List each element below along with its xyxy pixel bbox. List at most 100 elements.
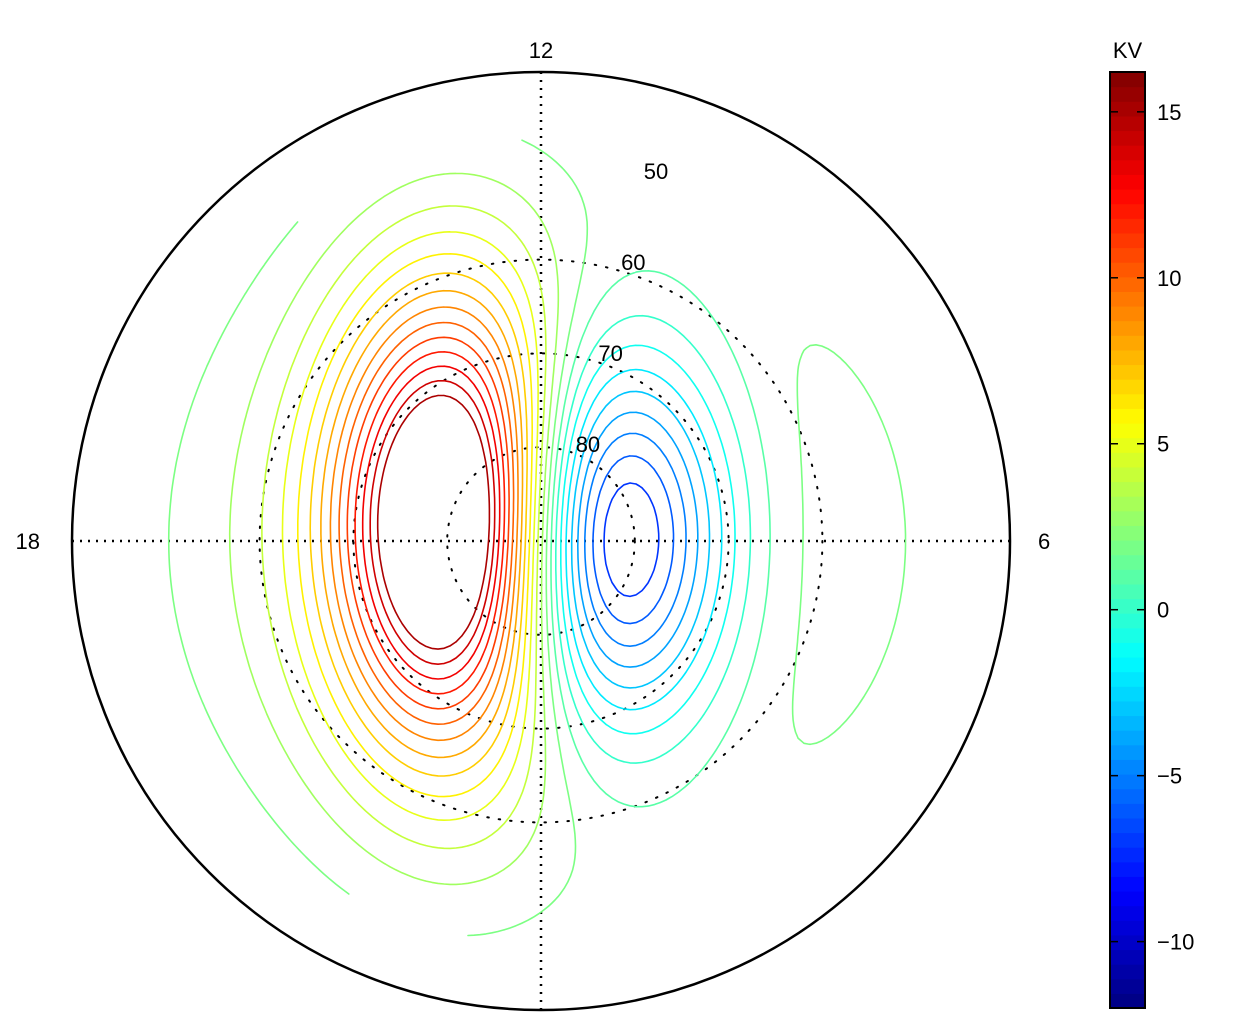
colorbar-band [1110, 671, 1145, 687]
colorbar-band [1110, 218, 1145, 234]
colorbar-band [1110, 72, 1145, 88]
lat-label-80: 80 [576, 432, 600, 457]
colorbar-band [1110, 364, 1145, 380]
colorbar-title: KV [1113, 38, 1143, 63]
colorbar-band [1110, 306, 1145, 322]
colorbar-frame [1109, 71, 1146, 1009]
mlt-label-18: 18 [16, 529, 40, 554]
colorbar-band [1110, 876, 1145, 892]
contour-level-15 [376, 394, 491, 650]
contour-level-2 [167, 139, 907, 937]
colorbar-band [1110, 978, 1145, 994]
colorbar-band [1110, 262, 1145, 278]
colorbar-band [1110, 247, 1145, 263]
colorbar-band [1110, 569, 1145, 585]
polar-frame [70, 70, 1012, 1012]
contour-level--6 [592, 455, 675, 625]
colorbar-band [1110, 437, 1145, 453]
colorbar-band [1110, 145, 1145, 161]
colorbar-band [1110, 115, 1145, 132]
contour-level--4 [577, 411, 699, 668]
colorbar-band [1110, 423, 1145, 439]
contour-level-1 [550, 270, 771, 808]
mlt-label-6: 6 [1038, 529, 1050, 554]
polar-grid [72, 72, 1010, 1010]
colorbar-band [1110, 920, 1145, 936]
contour-level-8 [320, 289, 524, 759]
colorbar-band [1110, 686, 1145, 702]
colorbar-band [1110, 203, 1145, 219]
colorbar-band [1110, 715, 1145, 731]
colorbar-band [1110, 993, 1145, 1009]
lat-circle-80 [446, 446, 636, 636]
colorbar-band [1110, 554, 1145, 570]
colorbar-band [1110, 130, 1145, 146]
mlt-label-12: 12 [529, 38, 553, 63]
colorbar-band [1110, 934, 1145, 951]
colorbar-band [1110, 657, 1145, 673]
colorbar-band [1110, 291, 1145, 307]
colorbar-band [1110, 803, 1145, 819]
contour-lines [167, 139, 907, 937]
contour-level-9 [329, 306, 519, 742]
contour-level-12 [354, 351, 506, 695]
colorbar-band [1110, 949, 1145, 965]
outer-circle [70, 70, 1012, 1012]
colorbar-band [1110, 349, 1145, 366]
colorbar-tick-label: −5 [1157, 764, 1182, 789]
contour-level-3 [228, 172, 560, 886]
colorbar-tick-label: −10 [1157, 930, 1194, 955]
contour-level-6 [297, 253, 533, 798]
colorbar-band [1110, 481, 1145, 497]
lat-label-60: 60 [621, 250, 645, 275]
lat-label-50: 50 [644, 159, 668, 184]
colorbar-band [1110, 613, 1145, 629]
colorbar-tick-label: 0 [1157, 598, 1169, 623]
contour-level--5 [584, 432, 687, 647]
colorbar-band [1110, 627, 1145, 643]
colorbar-band [1110, 189, 1145, 205]
colorbar-band [1110, 496, 1145, 512]
contour-level-4 [261, 205, 547, 850]
colorbar-band [1110, 540, 1145, 556]
colorbar-band [1110, 905, 1145, 921]
colorbar-band [1110, 832, 1145, 848]
contour-level-5 [281, 231, 539, 821]
colorbar-tick-label: 10 [1157, 266, 1181, 291]
colorbar-band [1110, 393, 1145, 409]
colorbar-band [1110, 700, 1145, 717]
colorbar: 15 10 5 0 −10 −5 KV [1109, 38, 1194, 1009]
colorbar-band [1110, 86, 1145, 102]
colorbar-band [1110, 379, 1145, 395]
lat-label-70: 70 [598, 341, 622, 366]
colorbar-band [1110, 466, 1145, 483]
contour-level-11 [346, 336, 510, 710]
colorbar-band [1110, 598, 1145, 614]
contour-level-14 [369, 379, 496, 665]
colorbar-band [1110, 232, 1145, 249]
colorbar-band [1110, 730, 1145, 746]
contour-level--1 [560, 344, 736, 735]
colorbar-band [1110, 408, 1145, 424]
axis-labels: 12 6 18 50 60 70 80 [16, 38, 1051, 554]
colorbar-band [1110, 174, 1145, 190]
colorbar-band [1110, 101, 1145, 117]
colorbar-band [1110, 891, 1145, 907]
colorbar-band [1110, 510, 1145, 526]
colorbar-band [1110, 964, 1145, 980]
colorbar-band [1110, 817, 1145, 834]
contour-level-7 [309, 272, 528, 777]
colorbar-band [1110, 525, 1145, 541]
colorbar-band [1110, 788, 1145, 804]
colorbar-band [1110, 276, 1145, 292]
contour-level-10 [338, 321, 515, 725]
lat-circle-60 [258, 258, 824, 824]
colorbar-band [1110, 774, 1145, 790]
colorbar-band [1110, 583, 1145, 600]
colorbar-band [1110, 452, 1145, 468]
colorbar-tick-label: 15 [1157, 100, 1181, 125]
contour-level-13 [361, 365, 501, 680]
contour-level--3 [570, 390, 711, 689]
contour-level-0 [555, 314, 752, 764]
